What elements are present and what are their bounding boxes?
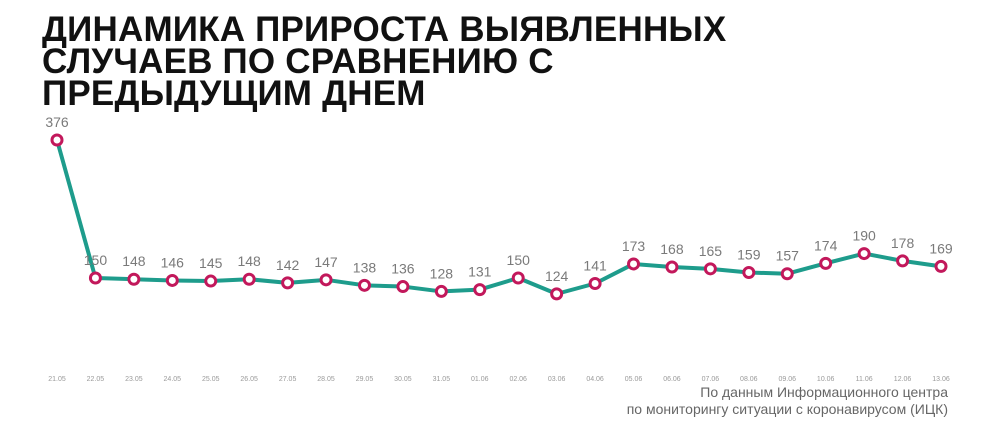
data-point xyxy=(319,273,333,287)
chart-title: ДИНАМИКА ПРИРОСТА ВЫЯВЛЕННЫХ СЛУЧАЕВ ПО … xyxy=(42,10,762,113)
data-label: 165 xyxy=(699,243,723,259)
data-label: 145 xyxy=(199,255,223,271)
data-label: 124 xyxy=(545,268,569,284)
title-line-1: ДИНАМИКА ПРИРОСТА ВЫЯВЛЕННЫХ xyxy=(42,10,727,49)
x-tick-label: 23.05 xyxy=(125,376,143,383)
source-line-1: По данным Информационного центра xyxy=(700,384,948,400)
data-point xyxy=(703,262,717,276)
x-tick-label: 06.06 xyxy=(663,376,681,383)
x-tick-label: 22.05 xyxy=(87,376,105,383)
x-tick-label: 31.05 xyxy=(433,376,451,383)
x-axis-ticks: 21.05 22.05 23.05 24.05 25.05 26.05 27.05 28.05… xyxy=(48,376,950,383)
title-line-3: ПРЕДЫДУЩИМ ДНЕМ xyxy=(42,74,426,113)
data-point xyxy=(742,266,756,280)
data-point xyxy=(204,274,218,288)
x-tick-label: 02.06 xyxy=(509,376,527,383)
data-label: 138 xyxy=(353,259,377,275)
title-line-2: СЛУЧАЕВ ПО СРАВНЕНИЮ С xyxy=(42,42,554,81)
data-label: 169 xyxy=(929,240,953,256)
x-tick-label: 10.06 xyxy=(817,376,835,383)
data-point xyxy=(165,273,179,287)
data-label: 190 xyxy=(852,228,876,244)
data-point xyxy=(780,267,794,281)
x-tick-label: 12.06 xyxy=(894,376,912,383)
series-layer xyxy=(55,139,942,296)
data-point xyxy=(627,257,641,271)
source-line-2: по мониторингу ситуации с коронавирусом … xyxy=(626,401,948,417)
x-tick-label: 08.06 xyxy=(740,376,758,383)
data-label: 159 xyxy=(737,247,761,263)
x-tick-label: 03.06 xyxy=(548,376,566,383)
marker-layer xyxy=(50,133,948,301)
data-label: 168 xyxy=(660,241,684,257)
data-label: 178 xyxy=(891,235,915,251)
x-tick-label: 25.05 xyxy=(202,376,220,383)
data-point xyxy=(934,259,948,273)
data-point xyxy=(857,247,871,261)
data-label: 150 xyxy=(84,252,108,268)
series-line xyxy=(55,139,942,296)
data-label: 142 xyxy=(276,257,300,273)
x-tick-label: 07.06 xyxy=(702,376,720,383)
data-point xyxy=(511,271,525,285)
data-label: 131 xyxy=(468,264,492,280)
data-point xyxy=(357,278,371,292)
data-label: 147 xyxy=(314,254,338,270)
data-point xyxy=(588,276,602,290)
data-label-layer: 376 150 148 146 145 148 142 147 138 136 128 131 150 1… xyxy=(45,114,953,284)
data-point xyxy=(127,272,141,286)
data-point xyxy=(434,284,448,298)
x-tick-label: 01.06 xyxy=(471,376,489,383)
x-tick-label: 26.05 xyxy=(240,376,258,383)
x-tick-label: 27.05 xyxy=(279,376,297,383)
data-label: 148 xyxy=(237,253,261,269)
data-label: 148 xyxy=(122,253,146,269)
x-tick-label: 11.06 xyxy=(856,376,873,383)
x-tick-label: 29.05 xyxy=(356,376,374,383)
data-label: 157 xyxy=(776,248,800,264)
data-point xyxy=(473,283,487,297)
x-tick-label: 30.05 xyxy=(394,376,412,383)
data-point xyxy=(281,276,295,290)
x-tick-label: 28.05 xyxy=(317,376,335,383)
data-point xyxy=(50,133,64,147)
data-label: 150 xyxy=(507,252,531,268)
data-point xyxy=(88,271,102,285)
data-label: 141 xyxy=(583,257,607,273)
x-tick-label: 13.06 xyxy=(932,376,950,383)
data-point xyxy=(819,256,833,270)
x-tick-label: 05.06 xyxy=(625,376,643,383)
x-tick-label: 04.06 xyxy=(586,376,604,383)
data-label: 128 xyxy=(430,265,454,281)
x-tick-label: 24.05 xyxy=(164,376,182,383)
data-label: 174 xyxy=(814,237,838,253)
data-point xyxy=(396,280,410,294)
data-label: 376 xyxy=(45,114,69,130)
data-point xyxy=(550,287,564,301)
data-point xyxy=(896,254,910,268)
x-tick-label: 21.05 xyxy=(48,376,66,383)
x-tick-label: 09.06 xyxy=(778,376,796,383)
data-point xyxy=(242,272,256,286)
source-note: По данным Информационного центра по мони… xyxy=(627,384,948,418)
data-point xyxy=(665,260,679,274)
data-label: 146 xyxy=(161,254,185,270)
data-label: 136 xyxy=(391,261,415,277)
data-label: 173 xyxy=(622,238,646,254)
